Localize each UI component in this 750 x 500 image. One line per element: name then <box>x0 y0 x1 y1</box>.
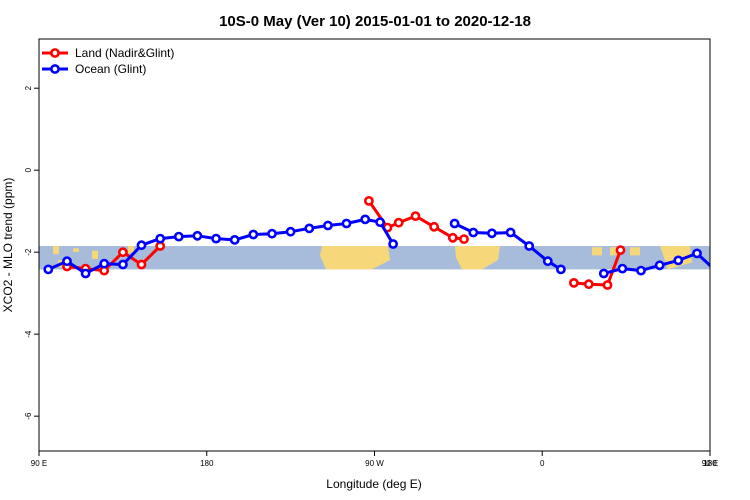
data-point-ocean-glint <box>211 233 221 244</box>
legend: Land (Nadir&Glint) Ocean (Glint) <box>42 46 174 76</box>
data-point-ocean-glint <box>449 218 460 229</box>
data-point-ocean-glint <box>267 228 277 239</box>
data-point-ocean-glint <box>341 218 352 229</box>
data-point-ocean-glint <box>229 234 240 245</box>
data-point-ocean-glint <box>617 263 628 274</box>
data-point-ocean-glint <box>468 227 479 238</box>
series-line-land-nadir-glint-2 <box>573 249 622 287</box>
land-shape-africa <box>455 246 500 270</box>
data-point-land-nadir-glint <box>363 195 374 206</box>
y-tick-label: -6 <box>24 412 33 420</box>
data-point-ocean-glint <box>692 248 702 259</box>
x-tick-label: 180 <box>703 459 717 468</box>
land-shape-islands-3 <box>128 246 134 254</box>
land-shape-australia-west <box>53 246 59 255</box>
data-point-ocean-glint <box>654 260 665 271</box>
land-shape-indonesia-3 <box>630 247 640 256</box>
data-point-ocean-glint <box>486 228 497 239</box>
data-point-land-nadir-glint <box>410 211 421 221</box>
data-point-ocean-glint <box>731 258 738 265</box>
data-point-land-nadir-glint <box>118 247 128 258</box>
data-point-ocean-glint <box>505 227 516 238</box>
land-shape-south-america <box>320 246 390 270</box>
legend-label: Ocean (Glint) <box>75 62 146 76</box>
data-point-ocean-glint <box>388 239 398 249</box>
data-point-land-nadir-glint <box>583 279 594 290</box>
data-point-land-nadir-glint <box>393 217 404 228</box>
y-tick-label: -4 <box>24 330 33 338</box>
legend-swatch-marker <box>50 64 60 74</box>
data-point-ocean-glint <box>542 256 553 267</box>
data-point-ocean-glint <box>136 240 147 251</box>
data-point-ocean-glint <box>598 268 609 279</box>
land-shape-islands-2 <box>92 250 98 259</box>
legend-swatch-marker <box>50 48 60 58</box>
data-point-land-nadir-glint <box>569 277 579 288</box>
data-point-ocean-glint <box>99 258 110 269</box>
series-line-ocean-glint-2 <box>603 251 710 275</box>
land-shape-indonesia-1 <box>592 247 602 256</box>
data-point-land-nadir-glint <box>615 245 626 255</box>
x-tick-label: 90 E <box>31 459 47 468</box>
y-axis-label: XCO2 - MLO trend (ppm) <box>1 178 15 313</box>
x-axis-label: Longitude (deg E) <box>326 477 421 491</box>
chart-title: 10S-0 May (Ver 10) 2015-01-01 to 2020-12… <box>219 13 531 30</box>
data-point-ocean-glint <box>673 255 684 266</box>
y-tick-label: 0 <box>24 167 33 172</box>
y-tick-label: 2 <box>24 85 33 90</box>
data-point-ocean-glint <box>636 265 646 276</box>
data-point-ocean-glint <box>524 241 535 251</box>
land-shape-islands-1 <box>73 248 79 252</box>
data-point-ocean-glint <box>360 214 371 225</box>
data-point-land-nadir-glint <box>447 232 458 243</box>
x-tick-label: 0 <box>540 459 545 468</box>
data-point-ocean-glint <box>155 233 166 244</box>
data-point-ocean-glint <box>80 268 91 279</box>
legend-label: Land (Nadir&Glint) <box>75 46 174 60</box>
data-point-land-nadir-glint <box>602 280 613 290</box>
data-point-ocean-glint <box>248 229 259 240</box>
data-point-ocean-glint <box>556 264 566 275</box>
x-tick-label: 180 <box>200 459 214 468</box>
data-point-ocean-glint <box>322 220 333 231</box>
data-point-land-nadir-glint <box>459 234 469 244</box>
data-point-ocean-glint <box>712 267 719 274</box>
x-tick-label: 90 E <box>702 459 718 468</box>
y-tick-label: -2 <box>24 248 33 256</box>
data-point-ocean-glint <box>192 230 203 241</box>
data-point-land-nadir-glint <box>136 259 147 270</box>
data-point-ocean-glint <box>285 226 296 237</box>
land-shape-indonesia-2 <box>610 247 620 256</box>
data-point-ocean-glint <box>62 256 72 267</box>
data-point-ocean-glint <box>43 264 54 275</box>
x-tick-label: 90 W <box>365 459 384 468</box>
data-point-land-nadir-glint <box>429 221 439 232</box>
data-point-ocean-glint <box>173 231 184 242</box>
data-point-ocean-glint <box>304 223 315 234</box>
data-point-ocean-glint <box>375 217 385 228</box>
data-point-ocean-glint <box>118 259 128 270</box>
